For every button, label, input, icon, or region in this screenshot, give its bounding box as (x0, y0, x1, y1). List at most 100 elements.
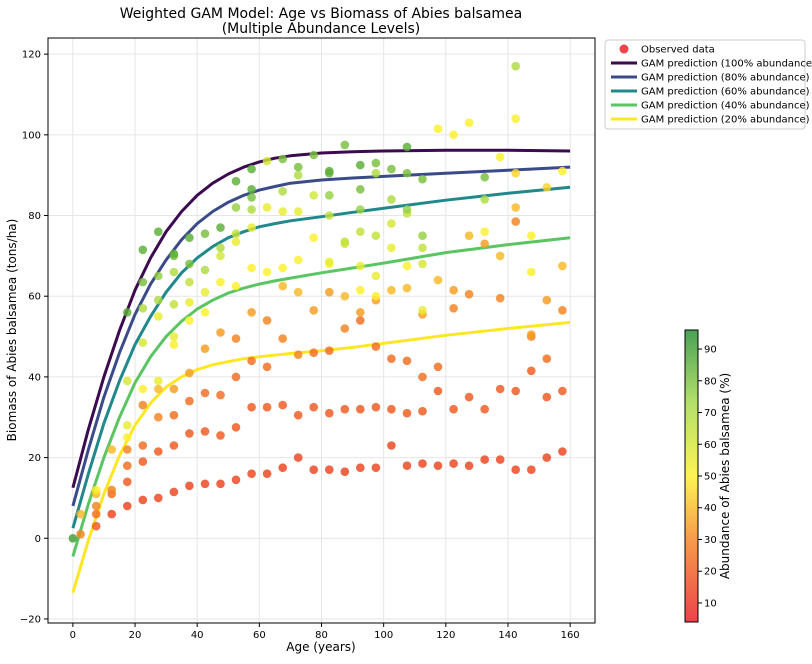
colorbar: 10 20 30 40 50 60 70 80 90 Abundance of Abies ba… (684, 329, 732, 623)
observed-point (216, 251, 225, 261)
colorbar-tick-label: 70 (704, 408, 717, 419)
observed-point (123, 433, 132, 442)
observed-point (278, 263, 288, 273)
observed-point (433, 362, 443, 372)
x-axis-label: Age (years) (286, 640, 355, 654)
observed-point (154, 227, 163, 236)
observed-point (278, 187, 288, 196)
observed-point (418, 459, 427, 468)
observed-point (123, 308, 132, 317)
observed-point (123, 477, 132, 487)
observed-point (293, 170, 303, 180)
observed-point (107, 445, 116, 454)
observed-point (449, 459, 458, 468)
observed-point (464, 392, 474, 402)
observed-point (356, 261, 365, 271)
observed-point (293, 410, 303, 420)
observed-point (325, 408, 334, 418)
colorbar-gradient (684, 329, 699, 623)
observed-point (356, 285, 365, 295)
y-tick-label: 80 (28, 211, 41, 222)
observed-point (340, 324, 350, 333)
observed-point (185, 429, 194, 438)
observed-point (293, 255, 303, 265)
observed-point (123, 461, 132, 471)
observed-point (402, 283, 412, 293)
observed-point (278, 207, 288, 216)
observed-point (262, 156, 272, 166)
observed-point (558, 166, 567, 176)
observed-point (371, 463, 381, 473)
x-tick-label: 120 (436, 630, 455, 641)
observed-point (247, 193, 256, 202)
colorbar-tick-label: 30 (704, 535, 717, 546)
observed-point (387, 243, 396, 253)
observed-point (480, 172, 490, 182)
observed-point (325, 211, 334, 220)
observed-point (527, 366, 536, 376)
y-axis-label: Biomass of Abies balsamea (tons/ha) (5, 219, 19, 442)
chart-title: Weighted GAM Model: Age vs Biomass of Ab… (120, 6, 522, 22)
observed-point (231, 334, 241, 343)
observed-point (418, 306, 427, 315)
legend-label: Observed data (641, 45, 715, 56)
observed-point (231, 475, 241, 485)
observed-point (154, 376, 163, 386)
x-tick-label: 160 (561, 630, 580, 641)
observed-point (154, 312, 163, 321)
observed-point (91, 485, 101, 495)
legend-label: GAM prediction (100% abundance) (641, 59, 812, 70)
observed-point (449, 404, 458, 414)
colorbar-tick-label: 50 (704, 472, 717, 483)
observed-point (216, 223, 225, 232)
observed-point (247, 164, 256, 174)
observed-point (309, 191, 319, 200)
observed-point (371, 168, 381, 178)
observed-point (340, 140, 350, 150)
observed-point (371, 291, 381, 301)
observed-point (154, 412, 163, 422)
observed-point (402, 142, 412, 152)
observed-point (340, 467, 350, 477)
observed-point (309, 306, 319, 315)
observed-point (200, 229, 210, 238)
colorbar-ticks: 10 20 30 40 50 60 70 80 90 (698, 345, 717, 609)
observed-point (309, 233, 319, 242)
observed-point (542, 183, 552, 192)
x-tick-label: 60 (253, 630, 266, 641)
observed-point (262, 203, 272, 212)
observed-point (293, 162, 303, 172)
observed-point (527, 465, 536, 475)
observed-point (185, 481, 194, 491)
observed-point (511, 203, 520, 212)
observed-point (293, 453, 303, 462)
observed-point (387, 404, 396, 414)
observed-point (247, 469, 256, 479)
observed-point (558, 261, 567, 271)
observed-point (402, 261, 412, 271)
y-tick-label: 100 (22, 130, 41, 141)
observed-point (402, 205, 412, 214)
observed-point (356, 160, 365, 170)
observed-point (154, 384, 163, 394)
observed-point (418, 243, 427, 253)
observed-point (558, 447, 567, 456)
observed-point (480, 404, 490, 414)
observed-point (433, 275, 443, 285)
observed-point (356, 185, 365, 194)
observed-point (464, 289, 474, 299)
observed-point (309, 348, 319, 358)
observed-point (262, 469, 272, 479)
observed-point (558, 306, 567, 315)
observed-point (309, 150, 319, 160)
observed-point (154, 295, 163, 305)
colorbar-tick-label: 10 (704, 598, 717, 609)
colorbar-label: Abundance of Abies balsamea (%) (718, 373, 732, 579)
observed-point (387, 354, 396, 364)
colorbar-tick-label: 80 (704, 376, 717, 387)
observed-point (293, 207, 303, 216)
observed-point (418, 372, 427, 382)
observed-point (169, 300, 179, 309)
